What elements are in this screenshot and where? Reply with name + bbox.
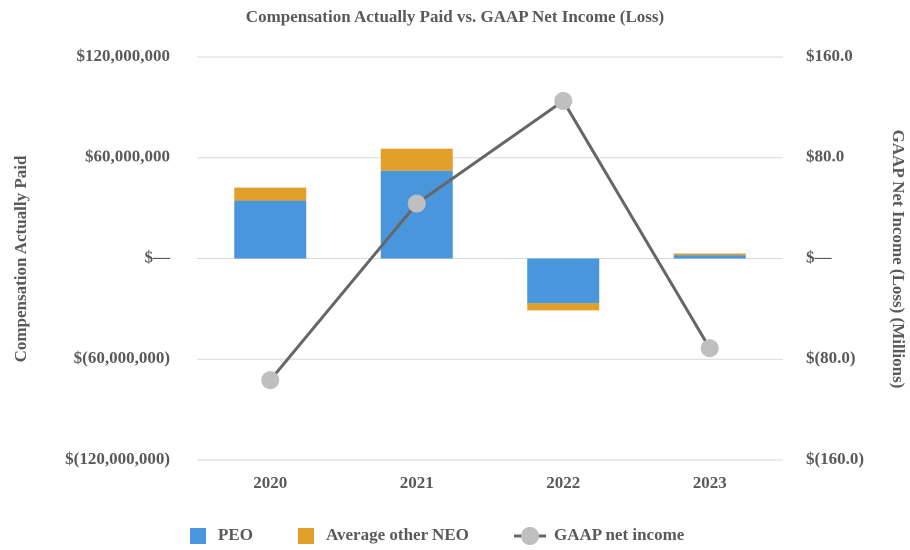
legend-swatch xyxy=(190,528,206,544)
x-tick-label: 2020 xyxy=(253,473,287,492)
y2-tick-label: $(80.0) xyxy=(806,348,856,367)
marker xyxy=(261,371,280,390)
chart-title: Compensation Actually Paid vs. GAAP Net … xyxy=(246,7,664,26)
y-tick-label: $(60,000,000) xyxy=(74,348,170,367)
y-tick-label: $60,000,000 xyxy=(85,147,170,166)
y2-tick-label: $(160.0) xyxy=(806,449,864,468)
bar xyxy=(673,253,746,256)
y2-axis-label: GAAP Net Income (Loss) (Millions) xyxy=(889,130,908,389)
bar xyxy=(234,187,307,201)
y2-tick-label: $80.0 xyxy=(806,147,844,166)
y-tick-label: $120,000,000 xyxy=(77,46,171,65)
y-tick-label: $— xyxy=(145,247,172,266)
bar xyxy=(527,303,600,311)
marker xyxy=(554,91,573,110)
bar xyxy=(380,148,453,171)
bar xyxy=(380,170,453,259)
y2-tick-label: $160.0 xyxy=(806,46,853,65)
legend-swatch xyxy=(298,528,314,544)
legend-marker xyxy=(521,527,539,545)
legend-label: Average other NEO xyxy=(326,525,469,544)
x-tick-label: 2022 xyxy=(546,473,580,492)
marker xyxy=(700,339,719,358)
bar xyxy=(673,255,746,259)
legend-label: GAAP net income xyxy=(554,525,685,544)
x-tick-label: 2023 xyxy=(693,473,727,492)
y-tick-label: $(120,000,000) xyxy=(65,449,170,468)
line xyxy=(269,98,712,382)
y2-tick-label: $— xyxy=(806,247,833,266)
legend-label: PEO xyxy=(218,525,253,544)
bar xyxy=(234,200,307,259)
bar xyxy=(527,258,600,304)
marker xyxy=(407,194,426,213)
x-tick-label: 2021 xyxy=(400,473,434,492)
y-axis-label: Compensation Actually Paid xyxy=(11,155,30,362)
